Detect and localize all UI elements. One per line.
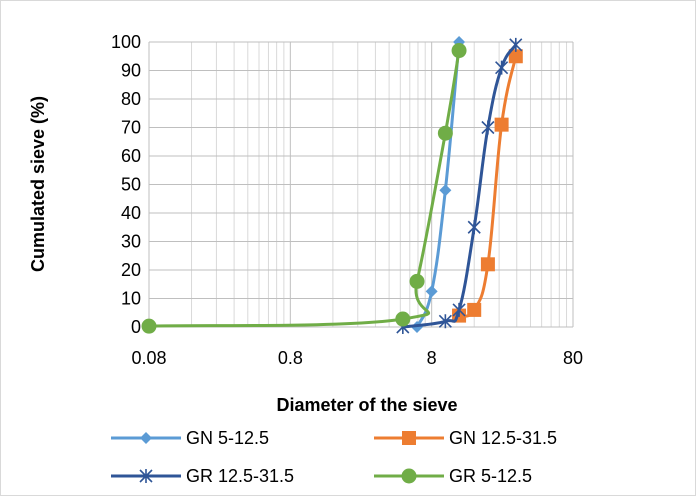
data-point (508, 49, 523, 64)
y-tick-label: 40 (121, 203, 141, 223)
legend-marker (140, 432, 152, 444)
series (141, 36, 523, 334)
x-tick-label: 0.08 (131, 348, 166, 368)
y-tick-label: 50 (121, 175, 141, 195)
y-tick-label: 100 (111, 32, 141, 52)
y-tick-label: 10 (121, 289, 141, 309)
y-axis-title: Cumulated sieve (%) (28, 96, 48, 272)
data-point (409, 273, 425, 289)
data-point (141, 318, 157, 334)
data-point (509, 37, 523, 52)
data-point (395, 311, 411, 327)
data-point (439, 184, 452, 197)
data-point (467, 220, 481, 235)
y-tick-label: 70 (121, 118, 141, 138)
y-tick-label: 80 (121, 89, 141, 109)
data-point (467, 302, 482, 317)
y-tick-label: 90 (121, 61, 141, 81)
series-line (148, 50, 461, 328)
x-tick-label: 0.8 (278, 348, 303, 368)
legend-marker (139, 469, 153, 483)
data-point (495, 60, 509, 75)
data-point (481, 120, 495, 135)
legend-label: GR 12.5-31.5 (186, 466, 294, 486)
legend-item-2: GN 12.5-31.5 (374, 428, 557, 448)
y-tick-label: 30 (121, 232, 141, 252)
series-3 (396, 37, 523, 334)
legend-marker (402, 431, 416, 445)
data-point (425, 285, 438, 298)
y-tick-label: 20 (121, 260, 141, 280)
legend: GN 5-12.5 GN 12.5-31.5 GR 12.5-31.5 GR 5-12… (111, 428, 557, 486)
legend-marker (401, 468, 417, 484)
x-tick-label: 8 (427, 348, 437, 368)
series-4 (141, 43, 467, 334)
data-point (438, 314, 452, 329)
series-2 (452, 49, 523, 323)
data-point (494, 117, 509, 132)
axes: 0 10 20 30 40 50 60 70 80 90 100 0.08 0.8 8 80 (111, 32, 583, 368)
legend-item-3: GR 12.5-31.5 (111, 466, 294, 486)
x-axis-title: Diameter of the sieve (276, 395, 457, 415)
data-point (437, 125, 453, 141)
data-point (452, 302, 466, 317)
legend-label: GN 5-12.5 (186, 428, 269, 448)
legend-label: GR 5-12.5 (449, 466, 532, 486)
y-tick-label: 60 (121, 146, 141, 166)
legend-item-1: GN 5-12.5 (111, 428, 269, 448)
x-tick-label: 80 (563, 348, 583, 368)
data-point (480, 257, 495, 272)
y-tick-label: 0 (131, 317, 141, 337)
legend-label: GN 12.5-31.5 (449, 428, 557, 448)
legend-item-4: GR 5-12.5 (374, 466, 532, 486)
data-point (451, 43, 467, 59)
